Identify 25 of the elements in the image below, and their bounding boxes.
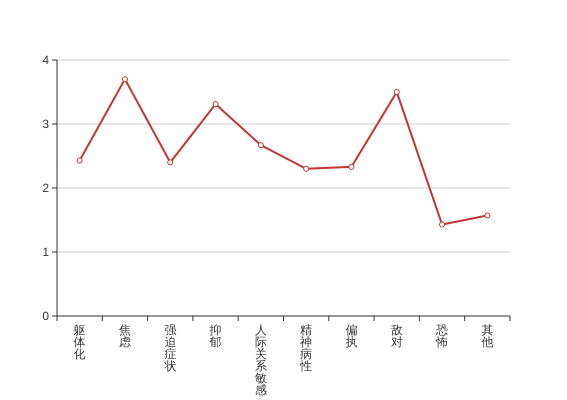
point — [303, 166, 310, 172]
point — [348, 164, 354, 170]
x-tick-label: 精神病性 — [299, 323, 312, 373]
y-tick-label: 0 — [42, 309, 50, 323]
point — [439, 221, 446, 228]
point — [212, 101, 219, 108]
point — [122, 76, 128, 82]
x-tick-label: 人际关系敏感 — [254, 323, 267, 397]
x-tick-label: 强迫症状 — [163, 323, 176, 373]
y-tick-label: 2 — [42, 181, 50, 195]
point — [258, 142, 264, 148]
point — [76, 157, 83, 164]
y-tick-label: 1 — [42, 245, 50, 259]
x-tick-label: 偏执 — [345, 323, 358, 349]
point — [394, 89, 400, 95]
x-tick-label: 躯体化 — [74, 323, 86, 361]
point — [484, 212, 490, 219]
x-tick-label: 其他 — [481, 323, 494, 349]
point — [167, 159, 174, 166]
y-tick-label: 4 — [42, 53, 50, 67]
x-tick-label: 敌对 — [390, 323, 403, 349]
y-tick-label: 3 — [42, 117, 50, 131]
x-tick-label: 恐怖 — [435, 323, 448, 349]
x-tick-label: 焦虑 — [118, 323, 131, 349]
x-tick-label: 抑郁 — [210, 323, 222, 349]
